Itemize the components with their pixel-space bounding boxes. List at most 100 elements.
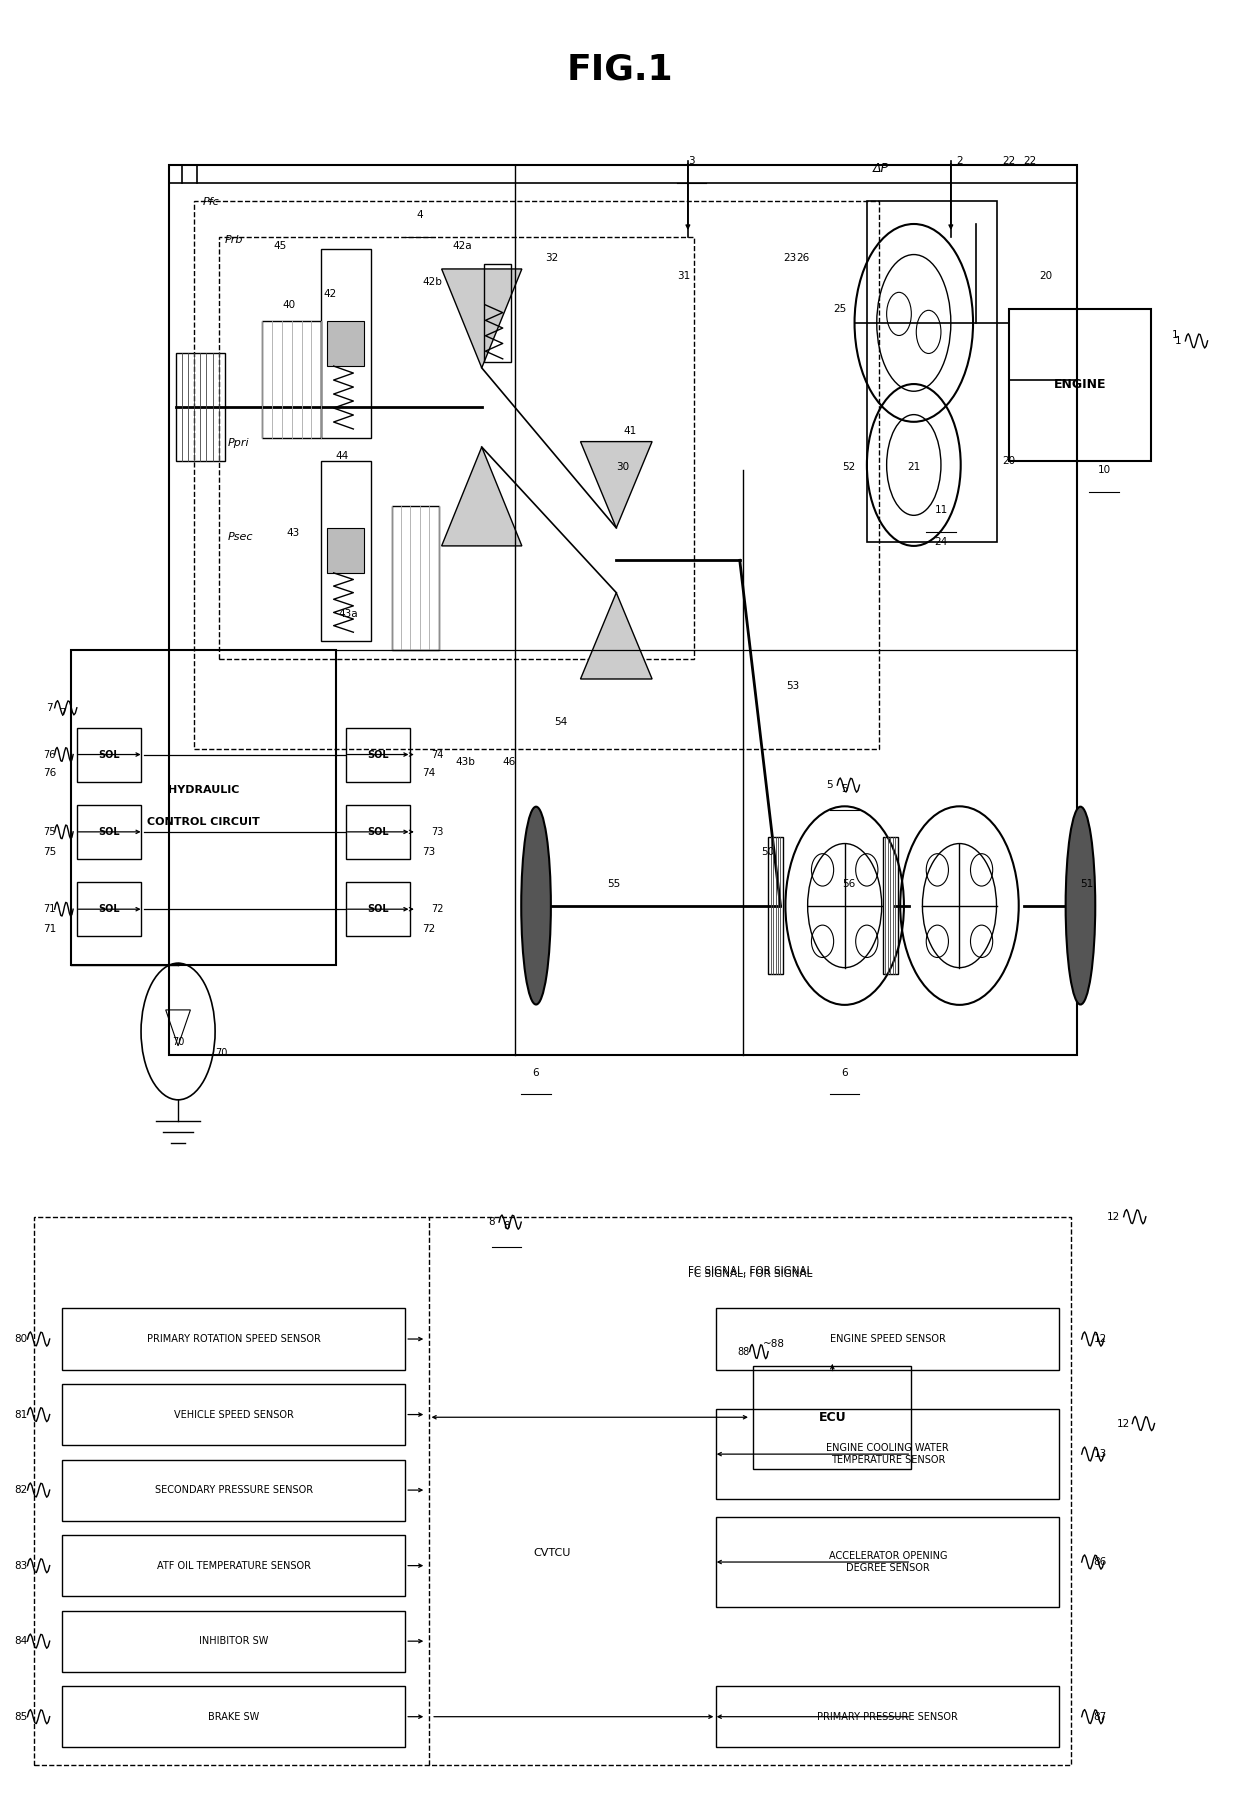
Text: 56: 56 <box>842 879 856 889</box>
Polygon shape <box>580 594 652 678</box>
Bar <box>392 507 439 649</box>
Bar <box>321 462 371 640</box>
Text: 82: 82 <box>15 1485 29 1496</box>
Text: 22: 22 <box>1002 155 1016 166</box>
Text: SOL: SOL <box>98 826 120 837</box>
Text: 87: 87 <box>1094 1712 1107 1721</box>
Text: 23: 23 <box>784 253 797 263</box>
Text: 5: 5 <box>842 783 848 794</box>
Text: ENGINE: ENGINE <box>1054 379 1106 391</box>
Text: 43b: 43b <box>456 756 476 767</box>
Bar <box>218 236 694 658</box>
Bar <box>71 649 336 965</box>
Bar <box>867 200 997 543</box>
Text: ENGINE SPEED SENSOR: ENGINE SPEED SENSOR <box>830 1333 946 1344</box>
Text: 71: 71 <box>43 904 56 915</box>
Text: Pfc: Pfc <box>203 197 219 207</box>
Text: 88: 88 <box>738 1346 749 1357</box>
Text: 43a: 43a <box>339 610 358 619</box>
Bar <box>346 727 410 781</box>
Text: 8: 8 <box>503 1221 510 1230</box>
Text: 50: 50 <box>761 846 775 857</box>
Text: SOL: SOL <box>98 749 120 759</box>
Text: FIG.1: FIG.1 <box>567 52 673 87</box>
Text: 71: 71 <box>43 924 56 934</box>
Text: 5: 5 <box>827 779 833 790</box>
Text: BRAKE SW: BRAKE SW <box>208 1712 259 1721</box>
Text: 24: 24 <box>934 538 947 547</box>
Text: 20: 20 <box>1039 271 1053 281</box>
Text: ΔP: ΔP <box>873 162 889 175</box>
Text: 70: 70 <box>172 1037 185 1048</box>
Text: SECONDARY PRESSURE SENSOR: SECONDARY PRESSURE SENSOR <box>155 1485 312 1496</box>
Bar <box>754 1366 911 1468</box>
Text: 80: 80 <box>15 1333 27 1344</box>
Text: 30: 30 <box>616 462 629 473</box>
Text: 22: 22 <box>1023 155 1037 166</box>
Bar <box>62 1459 405 1521</box>
Bar <box>62 1687 405 1748</box>
Text: 70: 70 <box>215 1048 227 1059</box>
Bar <box>33 1216 1070 1766</box>
Text: 20: 20 <box>1002 456 1016 467</box>
Text: ECU: ECU <box>818 1411 846 1423</box>
Text: SOL: SOL <box>98 904 120 915</box>
Text: 76: 76 <box>43 749 56 759</box>
Text: SOL: SOL <box>367 904 389 915</box>
Bar <box>77 805 141 859</box>
Text: 26: 26 <box>796 253 810 263</box>
Text: 74: 74 <box>432 749 444 759</box>
Text: CONTROL CIRCUIT: CONTROL CIRCUIT <box>148 817 259 826</box>
Text: 7: 7 <box>58 709 66 718</box>
Text: 1: 1 <box>1174 336 1182 346</box>
Text: 41: 41 <box>624 426 636 437</box>
Text: 85: 85 <box>15 1712 29 1721</box>
Text: 21: 21 <box>908 462 920 473</box>
Text: 81: 81 <box>15 1409 29 1420</box>
Bar <box>62 1308 405 1369</box>
Text: ENGINE COOLING WATER
TEMPERATURE SENSOR: ENGINE COOLING WATER TEMPERATURE SENSOR <box>827 1443 950 1465</box>
Text: 11: 11 <box>934 505 947 514</box>
Bar <box>170 164 1076 1055</box>
Text: 72: 72 <box>432 904 444 915</box>
Text: 12: 12 <box>1094 1333 1107 1344</box>
Text: 75: 75 <box>43 846 56 857</box>
Bar <box>717 1517 1059 1607</box>
Ellipse shape <box>1065 806 1095 1005</box>
Text: INHIBITOR SW: INHIBITOR SW <box>198 1636 268 1647</box>
Bar <box>717 1308 1059 1369</box>
Text: 13: 13 <box>1094 1449 1107 1459</box>
Text: 3: 3 <box>688 155 694 166</box>
Text: 42a: 42a <box>453 240 471 251</box>
Bar <box>717 1687 1059 1748</box>
Text: 6: 6 <box>533 1068 539 1077</box>
Text: VEHICLE SPEED SENSOR: VEHICLE SPEED SENSOR <box>174 1409 294 1420</box>
Text: 53: 53 <box>786 682 800 691</box>
Text: 52: 52 <box>842 462 856 473</box>
Text: 43: 43 <box>286 529 300 538</box>
Text: ~88: ~88 <box>763 1339 785 1349</box>
Bar <box>62 1384 405 1445</box>
Bar <box>62 1611 405 1672</box>
Text: FC SIGNAL, FOR SIGNAL: FC SIGNAL, FOR SIGNAL <box>688 1270 812 1279</box>
Text: PRIMARY PRESSURE SENSOR: PRIMARY PRESSURE SENSOR <box>817 1712 959 1721</box>
Text: 55: 55 <box>608 879 620 889</box>
Bar <box>321 249 371 438</box>
Text: 51: 51 <box>1080 879 1094 889</box>
Bar <box>327 529 365 574</box>
Text: 8: 8 <box>489 1218 495 1227</box>
Text: Prb: Prb <box>224 235 243 245</box>
Text: 44: 44 <box>336 451 348 462</box>
Text: CVTCU: CVTCU <box>533 1548 570 1559</box>
Text: 73: 73 <box>422 846 435 857</box>
Text: 1: 1 <box>1172 330 1179 341</box>
Bar <box>346 882 410 936</box>
Text: 10: 10 <box>1097 465 1111 476</box>
Bar <box>327 321 365 366</box>
Text: 76: 76 <box>43 767 56 778</box>
Bar <box>195 200 879 749</box>
Text: 6: 6 <box>842 1068 848 1077</box>
Text: 83: 83 <box>15 1560 29 1571</box>
Text: 42b: 42b <box>423 276 443 287</box>
Text: 74: 74 <box>422 767 435 778</box>
